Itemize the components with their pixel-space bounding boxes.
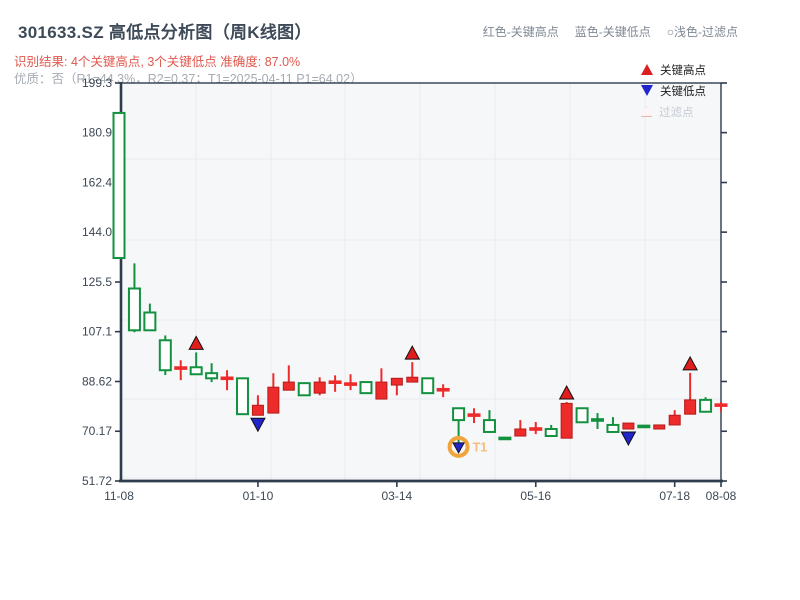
candle-body-up (267, 386, 280, 414)
candle-body-down (544, 428, 558, 438)
candle-body-down (699, 398, 713, 413)
top-legend-item-filter: ○浅色-过滤点 (666, 25, 738, 39)
y-axis-label: 70.17 (82, 424, 112, 438)
legend-label: 关键低点 (660, 85, 706, 98)
candle-body-up (390, 377, 403, 386)
y-axis-label: 199.3 (82, 76, 112, 90)
key-high-marker (404, 345, 421, 360)
candle-body-down (189, 366, 203, 376)
legend-label: 过滤点 (659, 106, 694, 119)
top-legend-item-low: 蓝色-关键低点 (574, 25, 651, 39)
top-legend-item-high: 红色-关键高点 (482, 25, 559, 39)
key-low-marker (250, 417, 266, 433)
candle-body-down (205, 372, 219, 380)
y-axis-label: 125.5 (82, 275, 112, 289)
key-low-triangle-icon (641, 85, 653, 96)
key-high-marker (558, 384, 575, 400)
result-summary: 识别结果: 4个关键高点, 3个关键低点 准确度: 87.0% (14, 55, 301, 69)
top-legend: 红色-关键高点 蓝色-关键低点 ○浅色-过滤点 (483, 23, 738, 40)
plot-area (121, 83, 721, 481)
key-low-marker (620, 431, 637, 447)
candle-body-doji (174, 366, 188, 370)
candle-body-up (251, 404, 264, 416)
candle-body-up (668, 414, 681, 426)
candle-body-down (112, 111, 126, 260)
candle-body-doji (529, 427, 543, 431)
candle-body-down (359, 381, 373, 395)
candle-body-up (375, 381, 388, 400)
key-high-marker (682, 355, 698, 371)
candle-body-doji (637, 424, 651, 429)
candle-body-down (452, 407, 466, 422)
t1-ring (447, 435, 470, 458)
candle-body-up (622, 422, 635, 430)
filter-triangle-icon (641, 106, 652, 117)
x-axis-label: 07-18 (659, 489, 690, 503)
candle-body-up (684, 399, 697, 415)
candle-body-down (143, 311, 157, 332)
candle-body-down (575, 407, 589, 424)
candle-body-doji (467, 413, 481, 417)
key-high-triangle-icon (641, 64, 653, 75)
y-axis-label: 51.72 (82, 474, 112, 488)
x-axis-label: 08-08 (706, 489, 737, 503)
candle-body-down (297, 382, 311, 397)
candle-body-up (560, 402, 573, 439)
y-axis-label: 144.0 (82, 225, 112, 239)
candle-body-up (653, 424, 666, 430)
candle-body-down (235, 377, 249, 416)
candlestick-chart: 199.3 180.9 162.4 144.0 125.5 107.1 88.62 70.17… (82, 76, 737, 503)
candle-body-doji (220, 376, 234, 381)
candle-body-up (514, 428, 527, 437)
y-axis-label: 180.9 (82, 126, 112, 140)
candle-body-down (158, 339, 172, 372)
x-axis-label: 05-16 (520, 489, 551, 503)
legend-item-key-high: 关键高点 (641, 61, 706, 78)
key-high-marker (188, 335, 205, 350)
candle-body-doji (344, 382, 358, 386)
candle-body-down (482, 419, 496, 433)
x-axis-label: 11-08 (104, 489, 134, 503)
page-title: 301633.SZ 高低点分析图（周K线图） (18, 23, 312, 42)
y-axis-label: 107.1 (82, 325, 112, 339)
t1-key-low-marker (452, 442, 465, 454)
candle-body-up (313, 381, 326, 394)
candle-body-up (282, 381, 295, 391)
t1-label: T1 (473, 440, 488, 454)
y-axis-label: 162.4 (82, 176, 112, 190)
candle-body-down (421, 377, 435, 395)
candle-body-doji (714, 403, 728, 407)
y-axis-label: 88.62 (82, 374, 112, 388)
candle-body-up (406, 376, 419, 383)
candle-body-doji (498, 436, 512, 441)
candle-body-doji (328, 380, 342, 385)
x-axis-label: 01-10 (243, 489, 274, 503)
plot-legend: 关键高点 关键低点 过滤点 (641, 61, 706, 120)
candle-body-down (606, 423, 620, 433)
legend-item-key-low: 关键低点 (641, 82, 706, 99)
candle-body-down (127, 287, 141, 332)
x-axis-label: 03-14 (381, 489, 412, 503)
legend-label: 关键高点 (660, 64, 706, 77)
candle-body-doji (591, 418, 605, 422)
legend-item-filter: 过滤点 (641, 103, 706, 120)
candle-body-doji (436, 387, 450, 392)
